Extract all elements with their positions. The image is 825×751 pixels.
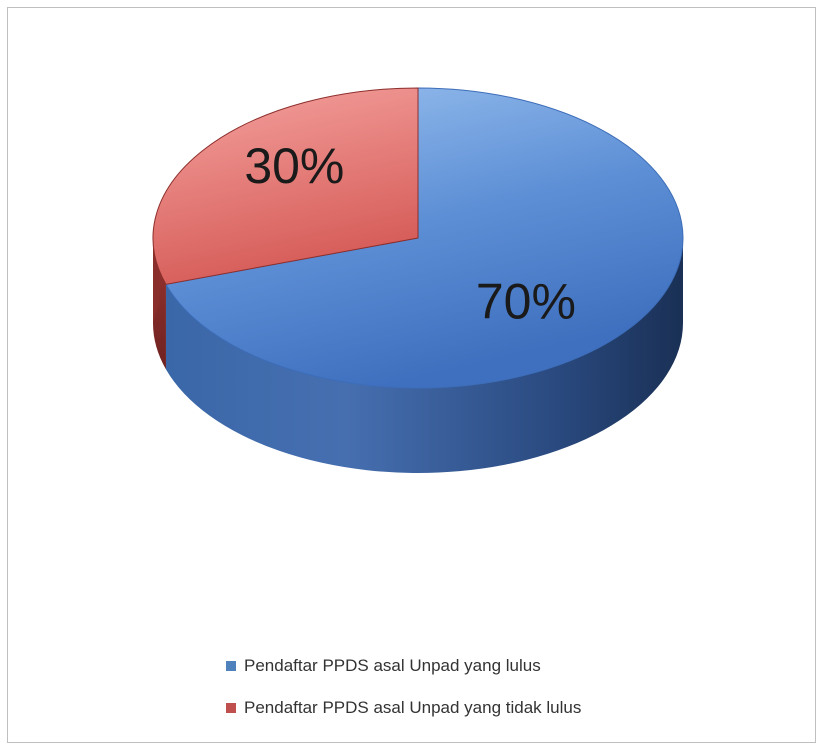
legend: Pendaftar PPDS asal Unpad yang lulus Pend… [226,655,581,739]
slice-side-lulus [165,238,683,474]
legend-label-tidak-lulus: Pendaftar PPDS asal Unpad yang tidak lul… [244,698,582,717]
data-label-lulus: 70% [476,273,576,329]
legend-label-lulus: Pendaftar PPDS asal Unpad yang lulus [244,656,541,675]
data-label-tidak-lulus: 30% [244,138,344,194]
pie-chart: 70% 30% [152,87,684,474]
legend-item-tidak-lulus: Pendaftar PPDS asal Unpad yang tidak lul… [226,697,581,719]
slice-tidak-lulus [152,87,419,285]
legend-swatch-tidak-lulus [226,703,236,713]
chart-frame: 70% 30% Pendaftar PPDS asal Unpad yang lu… [7,7,816,743]
legend-item-lulus: Pendaftar PPDS asal Unpad yang lulus [226,655,581,677]
legend-swatch-lulus [226,661,236,671]
slice-lulus [165,87,684,389]
